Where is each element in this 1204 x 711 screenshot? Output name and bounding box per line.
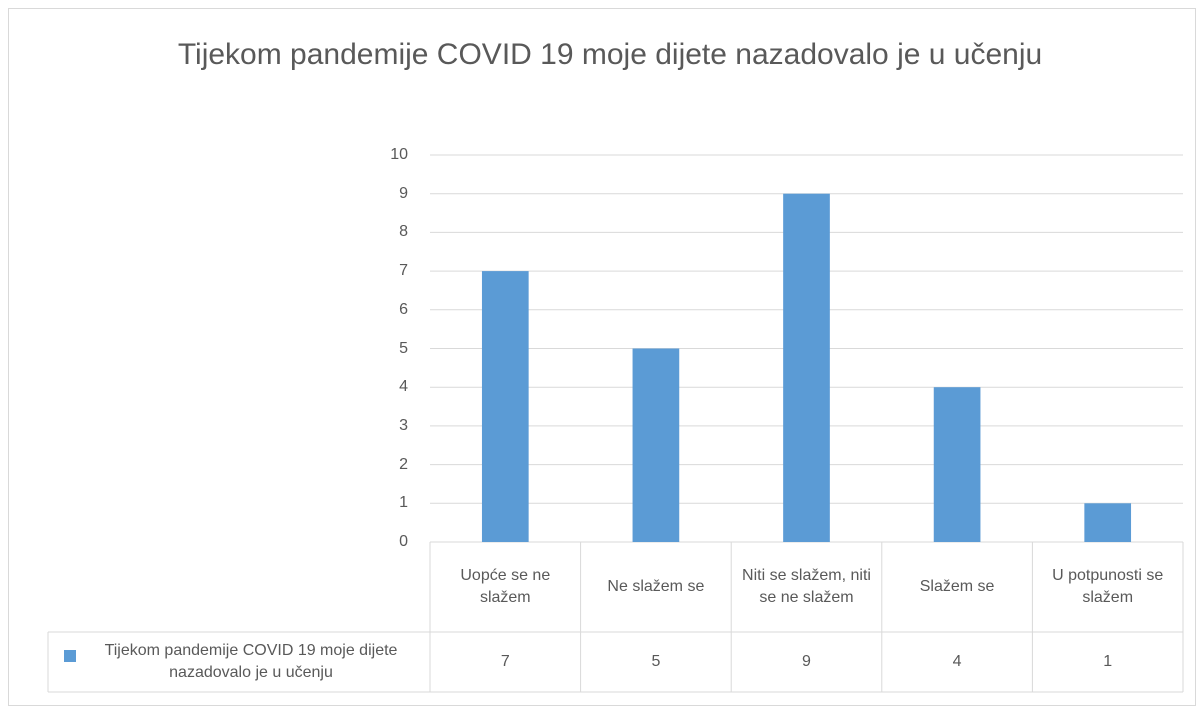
bar <box>632 348 680 542</box>
x-tick-label: Ne slažem se <box>607 578 705 595</box>
chart-border <box>8 8 1196 706</box>
x-tick-label: Slažem se <box>919 578 995 595</box>
y-tick-label: 5 <box>399 339 408 357</box>
x-tick-label: U potpunosti se slažem <box>1052 567 1164 606</box>
chart-title: Tijekom pandemije COVID 19 moje dijete n… <box>177 38 1043 71</box>
y-tick-label: 1 <box>399 494 408 512</box>
y-tick-label: 0 <box>399 533 408 550</box>
bar <box>783 193 830 542</box>
y-tick-label: 7 <box>399 262 408 280</box>
x-tick-label: Niti se slažem, niti se ne slažem <box>742 567 871 606</box>
legend-label: Tijekom pandemije COVID 19 moje dijete n… <box>104 642 398 681</box>
y-tick-label: 9 <box>399 184 408 202</box>
table-value: 1 <box>1103 653 1113 670</box>
y-tick-label: 8 <box>399 223 408 241</box>
table-value: 5 <box>651 653 661 670</box>
legend-swatch <box>64 650 76 662</box>
x-tick-label: Uopće se ne slažem <box>460 567 551 606</box>
y-tick-label: 10 <box>390 146 408 163</box>
y-tick-label: 2 <box>399 455 408 473</box>
bar <box>933 387 981 542</box>
table-value: 4 <box>952 653 962 670</box>
bar <box>481 271 529 542</box>
table-value: 9 <box>802 653 811 670</box>
y-tick-label: 4 <box>399 378 408 396</box>
y-tick-label: 6 <box>399 300 408 318</box>
table-value: 7 <box>500 653 510 670</box>
bar <box>1084 503 1132 542</box>
y-tick-label: 3 <box>399 416 408 434</box>
